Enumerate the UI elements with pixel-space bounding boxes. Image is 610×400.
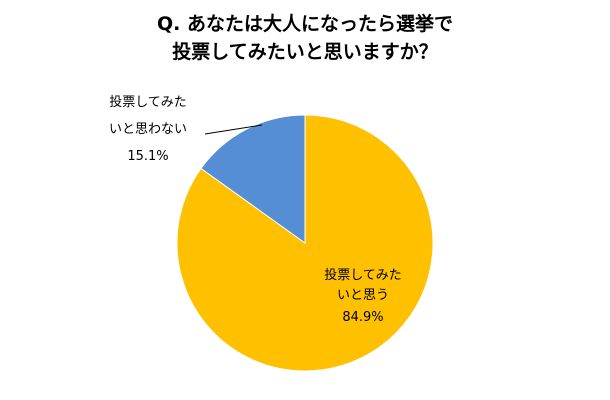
slice-value-no: 15.1%	[127, 149, 168, 164]
slice-leader-line	[204, 124, 263, 135]
slice-label-yes-line-1: 投票してみた	[324, 267, 402, 283]
slice-label-yes-line-2: いと思う	[337, 288, 389, 303]
slice-label-no-line-2: いと思わない	[109, 122, 187, 137]
slice-label-no-line-1: 投票してみた	[109, 94, 187, 110]
slice-label-yes: 投票してみた いと思う 84.9%	[324, 267, 402, 325]
slice-value-yes: 84.9%	[342, 310, 383, 325]
chart-title-line-2: 投票してみたいと思いますか？	[172, 41, 438, 63]
slice-label-no: 投票してみた いと思わない 15.1%	[109, 94, 187, 164]
chart-title-line-1: Q. あなたは大人になったら選挙で	[157, 13, 453, 35]
pie-slice-no	[200, 114, 306, 244]
pie-slices	[176, 114, 434, 372]
chart-title: Q. あなたは大人になったら選挙で 投票してみたいと思いますか？	[0, 10, 610, 66]
